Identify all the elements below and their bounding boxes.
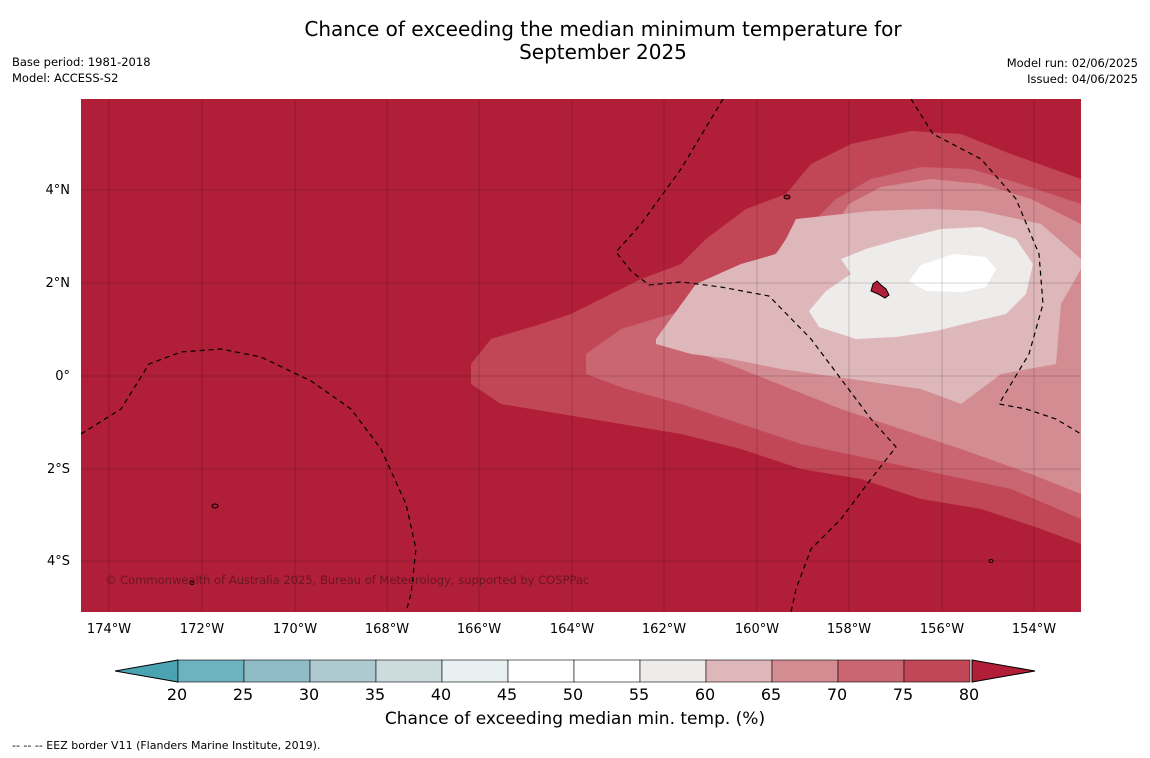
run-info: Model run: 02/06/2025 Issued: 04/06/2025 <box>1007 55 1138 87</box>
colorbar-tick-25: 25 <box>232 685 254 704</box>
colorbar <box>114 658 1037 684</box>
colorbar-segments <box>177 659 971 683</box>
lat-label-equator: 0° <box>55 369 70 384</box>
lon-label-156w: 156°W <box>919 622 965 637</box>
colorbar-segment <box>441 659 509 683</box>
lon-label-162w: 162°W <box>641 622 687 637</box>
model-run-date: Model run: 02/06/2025 <box>1006 56 1138 70</box>
colorbar-low-extension <box>114 659 179 683</box>
colorbar-tick-65: 65 <box>760 685 782 704</box>
colorbar-segment <box>639 659 707 683</box>
issued-date: Issued: 04/06/2025 <box>1027 72 1138 86</box>
lat-label-2s: 2°S <box>46 462 70 477</box>
lon-label-170w: 170°W <box>272 622 318 637</box>
colorbar-tick-30: 30 <box>298 685 320 704</box>
lon-label-154w: 154°W <box>1011 622 1057 637</box>
colorbar-tick-80: 80 <box>958 685 980 704</box>
colorbar-segment <box>507 659 575 683</box>
colorbar-graphic <box>114 659 1036 683</box>
colorbar-tick-55: 55 <box>628 685 650 704</box>
model-name: Model: ACCESS-S2 <box>12 71 119 85</box>
islands <box>189 194 994 586</box>
lat-label-2n: 2°N <box>45 276 71 291</box>
colorbar-label: Chance of exceeding median min. temp. (%… <box>384 709 766 729</box>
lon-label-174w: 174°W <box>86 622 132 637</box>
colorbar-tick-70: 70 <box>826 685 848 704</box>
probability-map <box>81 99 1081 612</box>
colorbar-segment <box>705 659 773 683</box>
map-panel <box>81 99 1081 612</box>
lon-label-158w: 158°W <box>826 622 872 637</box>
eez-legend-note: -- -- -- EEZ border V11 (Flanders Marine… <box>12 739 321 752</box>
category-50-55-region <box>909 254 996 292</box>
colorbar-tick-75: 75 <box>892 685 914 704</box>
colorbar-segment <box>375 659 443 683</box>
model-info: Base period: 1981-2018 Model: ACCESS-S2 <box>12 54 151 86</box>
title-line-1: Chance of exceeding the median minimum t… <box>304 17 902 41</box>
graticule <box>81 99 1081 612</box>
colorbar-segment <box>903 659 971 683</box>
copyright-notice: © Commonwealth of Australia 2025, Bureau… <box>105 573 590 587</box>
colorbar-tick-60: 60 <box>694 685 716 704</box>
lon-label-160w: 160°W <box>734 622 780 637</box>
colorbar-segment <box>177 659 245 683</box>
colorbar-segment <box>837 659 905 683</box>
eez-borders <box>81 99 1081 612</box>
base-period: Base period: 1981-2018 <box>12 55 151 69</box>
colorbar-segment <box>771 659 839 683</box>
lon-label-166w: 166°W <box>456 622 502 637</box>
title-line-2: September 2025 <box>519 40 687 64</box>
lat-label-4s: 4°S <box>46 554 70 569</box>
colorbar-tick-45: 45 <box>496 685 518 704</box>
lon-label-168w: 168°W <box>364 622 410 637</box>
colorbar-segment <box>243 659 311 683</box>
colorbar-high-extension <box>971 659 1036 683</box>
lat-label-4n: 4°N <box>45 183 71 198</box>
lon-label-172w: 172°W <box>179 622 225 637</box>
colorbar-tick-50: 50 <box>562 685 584 704</box>
colorbar-tick-20: 20 <box>166 685 188 704</box>
colorbar-tick-35: 35 <box>364 685 386 704</box>
colorbar-segment <box>573 659 641 683</box>
colorbar-segment <box>309 659 377 683</box>
lon-label-164w: 164°W <box>549 622 595 637</box>
map-title: Chance of exceeding the median minimum t… <box>200 18 1006 64</box>
colorbar-tick-40: 40 <box>430 685 452 704</box>
